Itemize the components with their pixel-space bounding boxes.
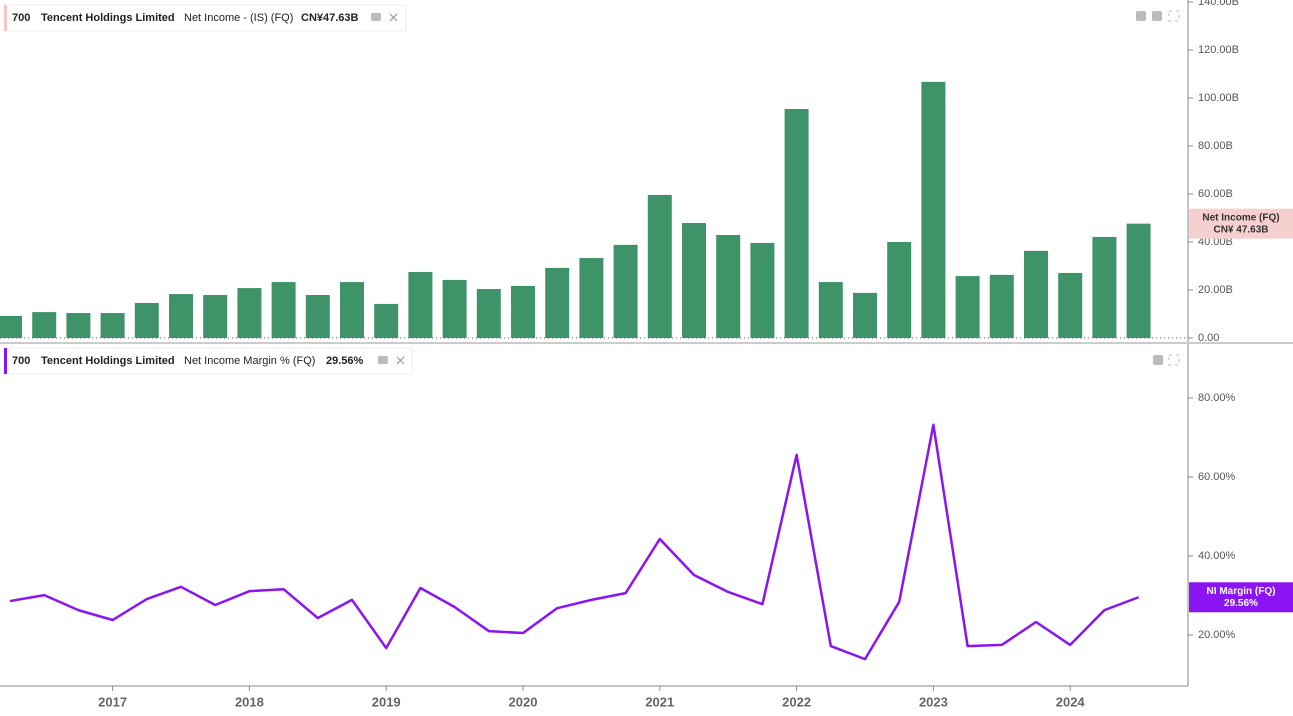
x-tick-label: 2017 [98, 694, 127, 709]
legend-indicator: Net Income Margin % (FQ) [184, 355, 315, 367]
bar [989, 274, 1014, 338]
close-icon[interactable] [396, 356, 405, 365]
bar [647, 194, 672, 338]
line-series [9, 423, 1140, 661]
y-tick-label: 60.00B [1198, 188, 1233, 200]
y-tick-label: 80.00% [1198, 392, 1236, 404]
bar [955, 276, 980, 338]
close-icon[interactable] [389, 13, 398, 22]
bar [511, 285, 535, 338]
bar [887, 241, 912, 338]
bar [100, 313, 125, 338]
bar [408, 271, 433, 338]
price-tag-title: NI Margin (FQ) [1207, 586, 1276, 597]
y-tick-label: 20.00% [1198, 629, 1236, 641]
legend-box [3, 347, 413, 375]
x-tick-label: 2021 [645, 694, 674, 709]
bar [0, 315, 22, 338]
y-tick-label: 100.00B [1198, 92, 1239, 104]
legend-strip [4, 348, 7, 374]
bar [545, 267, 570, 338]
legend-symbol: 700 [12, 355, 30, 367]
bar [613, 244, 638, 338]
bar [579, 258, 604, 338]
bar [271, 282, 296, 338]
x-tick-label: 2022 [782, 694, 811, 709]
move-down-button[interactable] [1152, 11, 1162, 21]
move-up-button[interactable] [1136, 11, 1146, 21]
settings-icon[interactable] [371, 13, 381, 21]
bar [32, 312, 57, 338]
price-tag-value: CN¥ 47.63B [1213, 224, 1268, 235]
bar [203, 295, 228, 338]
bar [134, 302, 159, 338]
bar [1024, 250, 1048, 338]
y-tick-label: 140.00B [1198, 0, 1239, 8]
bar [340, 282, 364, 338]
bar [1126, 223, 1151, 338]
bar [169, 294, 193, 338]
bar [66, 313, 91, 338]
maximize-button[interactable] [1168, 10, 1180, 22]
x-tick-label: 2024 [1056, 694, 1086, 709]
bar [818, 282, 843, 338]
y-tick-label: 40.00B [1198, 236, 1233, 248]
maximize-button[interactable] [1168, 354, 1180, 366]
y-tick-label: 40.00% [1198, 550, 1236, 562]
y-tick-label: 60.00% [1198, 471, 1236, 483]
x-tick-label: 2020 [509, 694, 538, 709]
legend-value: 29.56% [326, 355, 364, 367]
bar [1058, 272, 1083, 338]
legend-box [3, 4, 407, 32]
x-tick-label: 2023 [919, 694, 948, 709]
bar [716, 235, 741, 338]
y-tick-label: 0.00 [1198, 332, 1219, 344]
x-tick-label: 2019 [372, 694, 401, 709]
legend-strip [4, 5, 7, 31]
bar [1092, 236, 1117, 338]
price-tag [1189, 582, 1293, 613]
x-tick-label: 2018 [235, 694, 264, 709]
bar [784, 108, 809, 338]
bar [750, 242, 775, 338]
bar [305, 295, 330, 338]
price-tag-title: Net Income (FQ) [1202, 212, 1279, 223]
move-up-button[interactable] [1153, 355, 1163, 365]
legend-value: CN¥47.63B [301, 12, 359, 24]
bar [237, 288, 262, 338]
price-tag-value: 29.56% [1224, 598, 1258, 609]
settings-icon[interactable] [378, 356, 388, 364]
legend-name: Tencent Holdings Limited [41, 355, 175, 367]
bar [853, 292, 877, 338]
y-tick-label: 120.00B [1198, 44, 1239, 56]
legend-indicator: Net Income - (IS) (FQ) [184, 12, 293, 24]
y-tick-label: 80.00B [1198, 140, 1233, 152]
legend-symbol: 700 [12, 12, 30, 24]
legend-top: 700 Tencent Holdings Limited Net Income … [3, 4, 407, 32]
legend-bottom: 700 Tencent Holdings Limited Net Income … [3, 347, 413, 375]
legend-name: Tencent Holdings Limited [41, 12, 175, 24]
price-tag [1189, 208, 1293, 239]
bar [476, 289, 501, 338]
bar [682, 223, 706, 338]
bar [374, 303, 399, 338]
bar [921, 81, 946, 338]
pane-buttons [1136, 10, 1180, 366]
bar [442, 279, 467, 338]
y-tick-label: 20.00B [1198, 284, 1233, 296]
